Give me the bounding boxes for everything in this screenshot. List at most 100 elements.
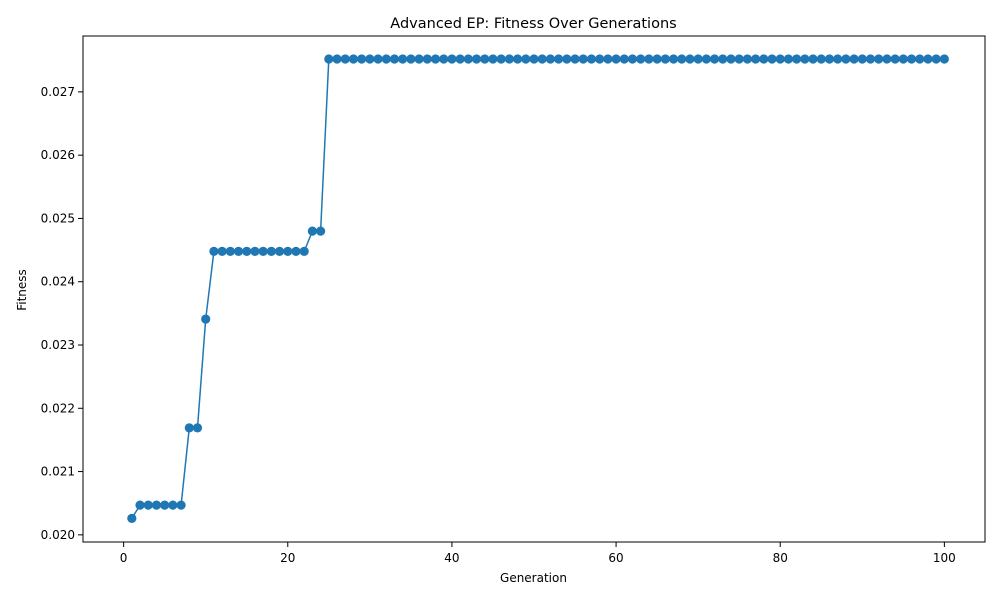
y-tick-label: 0.020 — [41, 528, 75, 542]
data-point — [332, 54, 342, 64]
data-point — [217, 246, 227, 256]
data-point — [857, 54, 867, 64]
data-point — [685, 54, 695, 64]
data-point — [250, 246, 260, 256]
data-point — [603, 54, 613, 64]
data-point — [906, 54, 917, 64]
data-point — [316, 226, 326, 236]
y-tick-label: 0.027 — [41, 85, 75, 99]
data-point — [537, 54, 547, 64]
data-point — [890, 54, 900, 64]
data-point — [242, 246, 252, 256]
data-point — [644, 54, 654, 64]
data-point — [233, 246, 244, 256]
x-tick-label: 60 — [608, 551, 623, 565]
data-point — [636, 54, 646, 64]
y-tick-label: 0.025 — [41, 211, 75, 225]
data-point — [348, 54, 359, 64]
data-point — [660, 54, 670, 64]
data-point — [258, 246, 268, 256]
data-point — [291, 246, 301, 256]
data-point — [874, 54, 884, 64]
data-point — [792, 54, 802, 64]
x-tick-label: 40 — [444, 551, 459, 565]
x-tick-label: 100 — [933, 551, 956, 565]
data-point — [849, 54, 859, 64]
data-point — [299, 246, 309, 256]
data-point — [488, 54, 498, 64]
data-point — [127, 513, 137, 524]
data-point — [283, 246, 293, 256]
data-point — [184, 423, 194, 433]
data-point — [939, 54, 949, 64]
data-point — [529, 54, 539, 64]
data-point — [430, 54, 441, 64]
data-point — [734, 54, 744, 64]
data-point — [570, 54, 580, 64]
y-tick-label: 0.023 — [41, 338, 75, 352]
data-point — [726, 54, 736, 64]
data-point — [882, 54, 892, 64]
data-point — [266, 246, 276, 256]
data-point — [701, 54, 711, 64]
data-point — [512, 54, 523, 64]
data-point — [447, 54, 457, 64]
data-point — [545, 54, 556, 64]
x-tick-label: 0 — [120, 551, 128, 565]
data-point — [865, 54, 876, 64]
data-point — [455, 54, 465, 64]
data-point — [463, 54, 473, 64]
y-tick-label: 0.022 — [41, 401, 75, 415]
data-point — [406, 54, 416, 64]
data-point — [751, 54, 761, 64]
data-point — [578, 54, 588, 64]
y-tick-label: 0.024 — [41, 275, 75, 289]
data-point — [324, 54, 334, 64]
data-point — [783, 54, 794, 64]
data-point — [824, 54, 835, 64]
data-point — [192, 423, 203, 433]
data-point — [307, 226, 317, 236]
data-point — [504, 54, 514, 64]
data-point — [340, 54, 350, 64]
data-point — [800, 54, 810, 64]
data-point — [143, 500, 153, 510]
data-point — [209, 246, 219, 256]
x-axis-ticks: 0 20 40 60 80 100 — [120, 542, 956, 565]
data-point — [554, 54, 564, 64]
data-point — [816, 54, 826, 64]
data-point — [398, 54, 408, 64]
data-point — [677, 54, 687, 64]
data-point — [365, 54, 375, 64]
data-point — [471, 54, 482, 64]
data-point — [414, 54, 424, 64]
data-point — [151, 500, 162, 510]
x-tick-label: 80 — [773, 551, 788, 565]
data-point — [160, 500, 170, 510]
data-point — [808, 54, 818, 64]
data-point — [931, 54, 941, 64]
data-point — [176, 500, 186, 510]
data-point — [595, 54, 605, 64]
data-point — [668, 54, 679, 64]
data-point — [389, 54, 400, 64]
data-point — [496, 54, 506, 64]
data-point — [373, 54, 383, 64]
data-point — [168, 500, 178, 510]
data-point — [521, 54, 531, 64]
data-point — [841, 54, 851, 64]
data-point — [201, 314, 211, 324]
data-marks — [127, 54, 949, 524]
data-point — [923, 54, 933, 64]
x-axis-label: Generation — [500, 571, 567, 585]
data-point — [357, 54, 367, 64]
data-point — [422, 54, 432, 64]
data-point — [135, 500, 145, 510]
data-point — [759, 54, 769, 64]
data-point — [274, 246, 285, 256]
data-point — [833, 54, 843, 64]
data-point — [480, 54, 490, 64]
